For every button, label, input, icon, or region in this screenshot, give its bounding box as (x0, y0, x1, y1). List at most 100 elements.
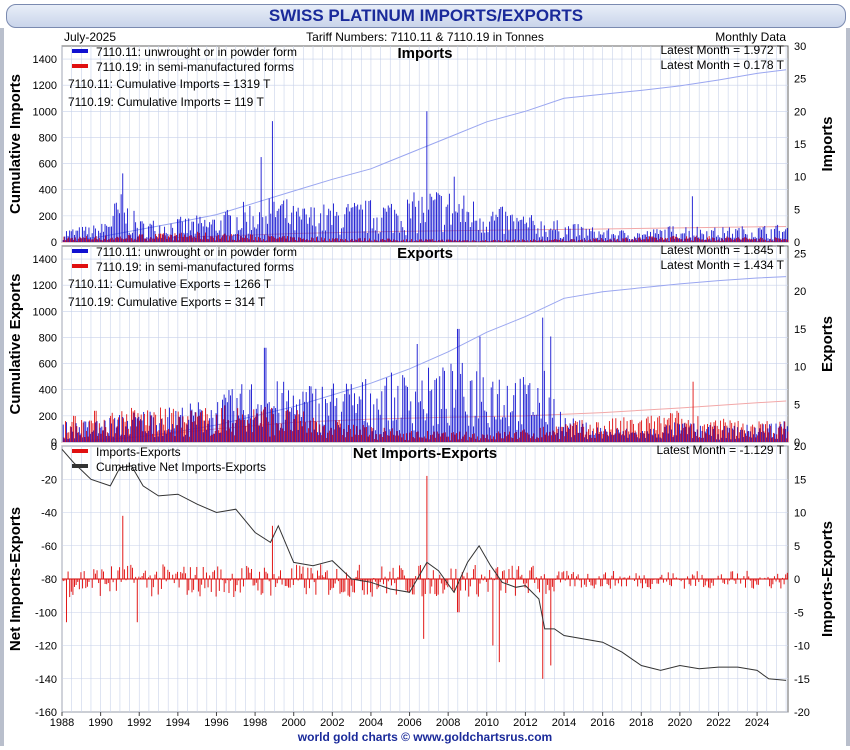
import-export-bar (427, 239, 429, 242)
import-export-bar (394, 240, 396, 242)
import-export-bar (377, 439, 379, 442)
import-export-bar (252, 419, 254, 442)
import-export-bar (279, 427, 281, 442)
import-export-bar (786, 227, 788, 242)
x-tick-label: 2004 (359, 717, 383, 729)
import-export-bar (676, 237, 678, 242)
legend-label: 7110.19: in semi-manufactured forms (96, 260, 294, 274)
import-export-bar (652, 435, 654, 442)
y-tick-left: 800 (39, 332, 57, 344)
import-export-bar (470, 437, 472, 442)
import-export-bar (247, 414, 249, 442)
import-export-bar (469, 227, 471, 242)
net-bar (461, 572, 463, 579)
import-export-bar (218, 432, 220, 442)
import-export-bar (270, 409, 272, 442)
y-tick-left: -20 (41, 474, 57, 486)
import-export-bar (386, 377, 388, 442)
import-export-bar (732, 428, 734, 442)
import-export-bar (365, 200, 367, 242)
import-export-bar (533, 239, 535, 242)
import-export-bar (278, 412, 280, 442)
net-bar (699, 579, 701, 580)
import-export-bar (263, 347, 265, 442)
net-bar (646, 579, 648, 588)
net-bar (80, 572, 82, 579)
import-export-bar (703, 234, 705, 242)
import-export-bar (763, 431, 765, 442)
import-export-bar (769, 238, 771, 242)
import-export-bar (547, 240, 549, 242)
import-export-bar (452, 240, 454, 242)
y-tick-left: -140 (35, 674, 57, 686)
import-export-bar (65, 421, 66, 442)
net-bar (453, 579, 455, 593)
net-bar (638, 575, 640, 579)
net-bar (712, 579, 714, 586)
import-export-bar (741, 429, 743, 442)
import-export-bar (520, 241, 522, 242)
net-bar (756, 579, 758, 585)
import-export-bar (530, 240, 532, 242)
import-export-bar (238, 230, 240, 242)
import-export-bar (125, 223, 127, 242)
net-bar (724, 579, 726, 584)
import-export-bar (734, 422, 736, 442)
net-bar (503, 570, 505, 579)
import-export-bar (670, 237, 671, 242)
net-bar (321, 575, 323, 579)
import-export-bar (343, 240, 345, 242)
import-export-bar (82, 226, 83, 242)
import-export-bar (288, 411, 290, 442)
import-export-bar (565, 424, 567, 442)
import-export-bar (434, 199, 436, 242)
import-export-bar (654, 421, 655, 442)
import-export-bar (698, 437, 700, 442)
import-export-bar (760, 424, 762, 442)
import-export-bar (357, 238, 359, 242)
import-export-bar (733, 425, 735, 442)
import-export-bar (399, 241, 401, 242)
import-export-bar (219, 238, 221, 242)
import-export-bar (168, 428, 169, 442)
net-bar (418, 565, 420, 579)
import-export-bar (379, 414, 381, 442)
import-export-bar (135, 417, 137, 442)
net-bar (231, 573, 233, 579)
import-export-bar (601, 438, 603, 442)
import-export-bar (444, 224, 446, 242)
import-export-bar (539, 240, 541, 242)
import-export-bar (168, 236, 169, 242)
import-export-bar (763, 239, 765, 242)
import-export-bar (600, 431, 602, 442)
net-bar (333, 579, 335, 588)
import-export-bar (240, 236, 242, 242)
import-export-bar (192, 237, 194, 242)
import-export-bar (221, 237, 223, 242)
import-export-bar (116, 236, 118, 242)
import-export-bar (753, 237, 754, 242)
import-export-bar (719, 237, 721, 242)
import-export-bar (645, 236, 647, 242)
net-bar (152, 579, 154, 588)
import-export-bar (407, 386, 408, 442)
net-bar (67, 571, 69, 579)
import-export-bar (64, 236, 66, 242)
import-export-bar (569, 423, 571, 442)
import-export-bar (706, 429, 708, 442)
net-bar (349, 579, 351, 597)
net-bar (778, 579, 780, 583)
import-export-bar (592, 430, 594, 442)
import-export-bar (386, 435, 388, 442)
import-export-bar (747, 238, 749, 242)
import-export-bar (644, 431, 646, 442)
import-export-bar (222, 235, 223, 242)
net-bar (577, 574, 579, 579)
net-bar (263, 567, 265, 579)
import-export-bar (232, 239, 234, 242)
import-export-bar (517, 439, 519, 442)
import-export-bar (610, 429, 612, 442)
import-export-bar (401, 437, 403, 442)
import-export-bar (712, 230, 714, 242)
import-export-bar (283, 235, 285, 242)
